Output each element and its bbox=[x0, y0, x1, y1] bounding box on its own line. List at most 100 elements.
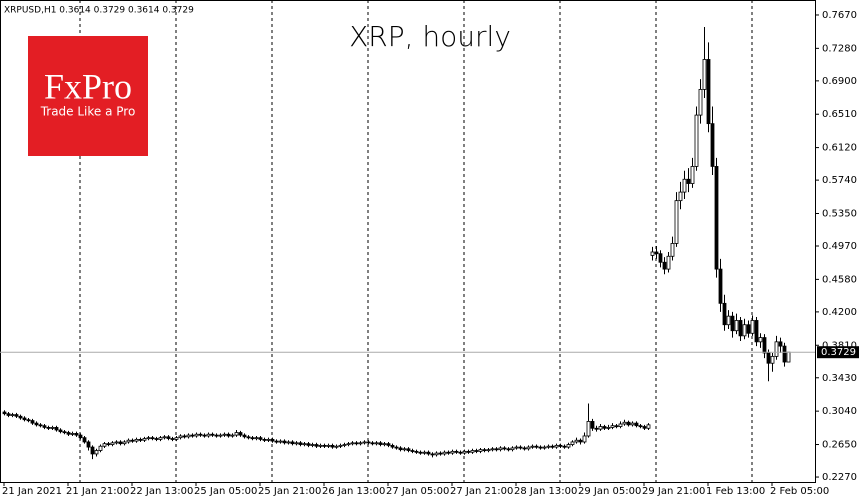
candle-body bbox=[110, 442, 115, 445]
candle-body bbox=[78, 434, 83, 439]
candle-body bbox=[158, 437, 163, 440]
candle-body bbox=[410, 450, 415, 452]
x-tick-label: 29 Jan 05:00 bbox=[578, 486, 641, 497]
candle-body bbox=[366, 441, 371, 444]
candle-body bbox=[186, 434, 191, 438]
y-tick-label: 0.5740 bbox=[822, 175, 857, 186]
candle-body bbox=[430, 453, 435, 456]
candle-body bbox=[438, 452, 443, 455]
candle-body bbox=[638, 425, 643, 428]
candle-body bbox=[702, 59, 707, 90]
candle-body bbox=[146, 437, 151, 440]
candle-body bbox=[538, 446, 543, 449]
candle-body bbox=[298, 442, 303, 445]
candle-body bbox=[326, 444, 331, 447]
y-tick-label: 0.2650 bbox=[822, 440, 857, 451]
x-tick-label: 26 Jan 13:00 bbox=[322, 486, 385, 497]
candle-body bbox=[738, 320, 743, 337]
candle-body bbox=[694, 114, 699, 167]
candle-body bbox=[206, 433, 211, 437]
candle-body bbox=[782, 345, 787, 363]
y-tick-label: 0.4200 bbox=[822, 307, 857, 318]
candle-body bbox=[494, 448, 499, 451]
candle-body bbox=[398, 447, 403, 451]
candle-body bbox=[550, 445, 555, 448]
candle-body bbox=[374, 442, 379, 445]
candle-body bbox=[134, 438, 139, 442]
candle-body bbox=[650, 251, 655, 256]
candle-body bbox=[218, 434, 223, 437]
candle-body bbox=[202, 434, 207, 437]
candle-body bbox=[198, 433, 203, 436]
candle-body bbox=[402, 448, 407, 451]
candle-body bbox=[170, 438, 175, 440]
candle-body bbox=[646, 424, 651, 429]
candle-body bbox=[774, 341, 779, 357]
candle-body bbox=[582, 435, 587, 443]
candle-body bbox=[546, 445, 551, 448]
candle-body bbox=[514, 446, 519, 449]
candle-body bbox=[666, 255, 671, 270]
candle-body bbox=[222, 433, 227, 436]
candle-body bbox=[706, 59, 711, 125]
candle-body bbox=[70, 432, 75, 435]
candle-body bbox=[74, 432, 79, 436]
x-tick-label: 21 Jan 2021 bbox=[2, 486, 62, 497]
candle-body bbox=[670, 243, 675, 257]
candle-body bbox=[558, 444, 563, 447]
x-tick-label: 27 Jan 21:00 bbox=[450, 486, 513, 497]
candle-body bbox=[310, 444, 315, 446]
candle-body bbox=[234, 432, 239, 436]
candle-body bbox=[590, 421, 595, 429]
candle-body bbox=[454, 450, 459, 453]
candle-body bbox=[346, 443, 351, 446]
candle-body bbox=[286, 441, 291, 444]
candle-body bbox=[390, 444, 395, 448]
candle-body bbox=[246, 436, 251, 439]
candle-body bbox=[142, 438, 147, 441]
candle-body bbox=[266, 438, 271, 441]
candle-body bbox=[38, 424, 43, 427]
candle-body bbox=[486, 449, 491, 452]
candle-body bbox=[338, 444, 343, 447]
candle-body bbox=[154, 438, 159, 440]
candle-body bbox=[722, 302, 727, 326]
candle-body bbox=[614, 425, 619, 428]
candle-body bbox=[194, 433, 199, 437]
candle-body bbox=[322, 444, 327, 447]
candle-body bbox=[478, 449, 483, 452]
candle-body bbox=[458, 451, 463, 454]
candle-body bbox=[22, 417, 27, 421]
candle-body bbox=[450, 450, 455, 454]
x-tick-label: 2 Feb 05:00 bbox=[770, 486, 829, 497]
candle-body bbox=[262, 438, 267, 441]
candle-body bbox=[522, 447, 527, 450]
candle-body bbox=[58, 429, 63, 433]
candle-body bbox=[102, 443, 107, 447]
candle-body bbox=[354, 442, 359, 445]
candle-body bbox=[698, 89, 703, 116]
x-tick-label: 27 Jan 05:00 bbox=[386, 486, 449, 497]
candle-body bbox=[578, 439, 583, 443]
candle-body bbox=[750, 320, 755, 334]
candle-body bbox=[334, 445, 339, 448]
x-tick-label: 25 Jan 21:00 bbox=[258, 486, 321, 497]
candle-body bbox=[370, 442, 375, 445]
x-tick-label: 25 Jan 05:00 bbox=[194, 486, 257, 497]
y-tick-label: 0.6900 bbox=[822, 76, 857, 87]
candle-body bbox=[242, 434, 247, 438]
candle-body bbox=[314, 444, 319, 447]
candle-body bbox=[462, 450, 467, 454]
candle-body bbox=[418, 451, 423, 454]
candle-body bbox=[270, 438, 275, 442]
candle-body bbox=[94, 450, 99, 455]
y-tick-label: 0.6120 bbox=[822, 143, 857, 154]
candle-body bbox=[238, 432, 243, 436]
x-tick-label: 1 Feb 13:00 bbox=[706, 486, 765, 497]
candle-body bbox=[294, 442, 299, 445]
candle-body bbox=[114, 441, 119, 444]
chart-title: XRP, hourly bbox=[349, 20, 511, 53]
candle-body bbox=[610, 425, 615, 428]
candle-body bbox=[682, 178, 687, 193]
